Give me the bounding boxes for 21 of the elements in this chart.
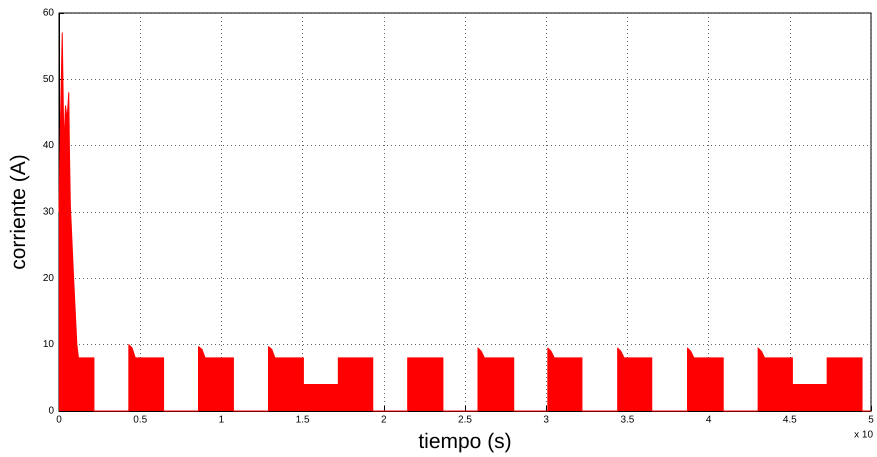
x-tick-label: 1.5 <box>296 414 310 426</box>
y-tick-label: 40 <box>42 140 54 152</box>
x-tick-label: 1 <box>218 414 225 426</box>
y-tick-label: 20 <box>42 272 54 284</box>
x-tick-label: 3 <box>543 414 550 426</box>
x-tick-label: 5 <box>868 414 874 426</box>
text: x 10 <box>854 430 874 440</box>
x-tick-label: 3.5 <box>620 414 635 426</box>
x-tick-label: 0 <box>56 414 62 426</box>
y-tick-label: 10 <box>42 339 54 350</box>
x-tick-label: 2.5 <box>458 414 472 426</box>
y-tick-label: 60 <box>42 8 54 18</box>
y-axis-title: corriente (A) <box>7 154 30 270</box>
y-tick-label: 0 <box>48 406 54 416</box>
x-axis-title: tiempo (s) <box>418 430 512 453</box>
x-tick-label: 4.5 <box>782 414 798 426</box>
y-tick-label: 50 <box>42 74 54 85</box>
x-tick-label: 4 <box>706 414 712 426</box>
x-tick-label: 0.5 <box>133 414 148 426</box>
x-tick-label: 2 <box>381 414 388 426</box>
y-tick-label: 30 <box>42 206 54 218</box>
